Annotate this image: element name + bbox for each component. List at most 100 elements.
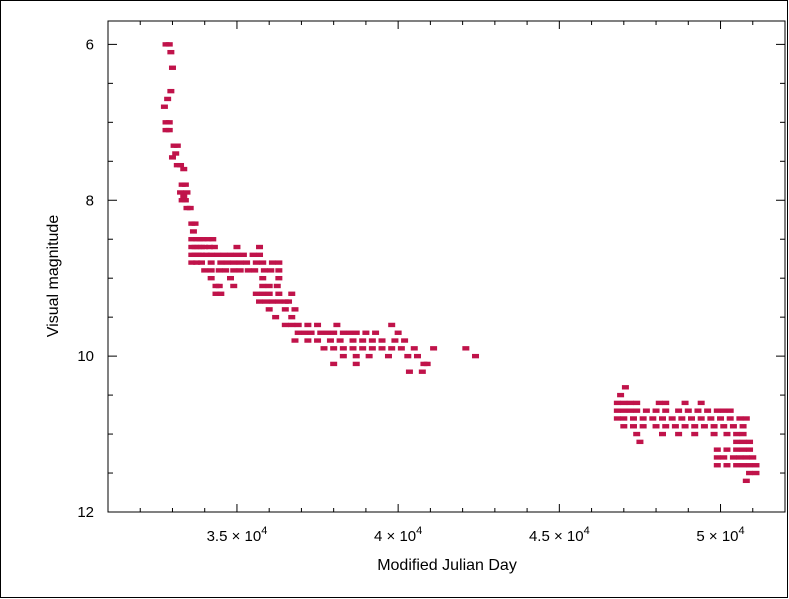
data-point xyxy=(301,330,309,335)
data-point xyxy=(620,400,628,406)
x-tick-label: 5 × 104 xyxy=(696,525,744,545)
data-point xyxy=(215,283,223,289)
data-point xyxy=(742,455,750,460)
data-point xyxy=(362,330,370,335)
data-point xyxy=(222,268,230,273)
data-point xyxy=(613,416,621,421)
data-point xyxy=(259,275,267,281)
data-point xyxy=(352,361,360,367)
data-point xyxy=(397,346,405,351)
data-point xyxy=(652,408,660,413)
data-point xyxy=(642,408,650,413)
data-point xyxy=(710,431,718,437)
data-point xyxy=(388,322,396,328)
data-point xyxy=(733,463,741,468)
data-point xyxy=(633,431,641,437)
y-tick-label: 12 xyxy=(77,504,94,521)
data-point xyxy=(273,283,281,289)
data-point xyxy=(649,416,657,421)
data-point xyxy=(168,65,176,70)
data-point xyxy=(291,338,299,343)
data-point xyxy=(199,237,207,242)
data-point xyxy=(694,408,702,413)
data-point xyxy=(391,338,399,343)
data-point xyxy=(629,416,637,421)
data-point xyxy=(423,361,431,367)
data-point xyxy=(167,88,175,94)
data-point xyxy=(180,166,188,172)
data-point xyxy=(191,221,199,226)
data-point xyxy=(165,127,173,133)
data-point xyxy=(252,291,260,296)
data-point xyxy=(181,182,189,187)
data-point xyxy=(285,299,293,304)
data-point xyxy=(339,353,347,359)
data-point xyxy=(173,143,181,148)
data-point xyxy=(613,400,621,406)
data-point xyxy=(691,431,699,437)
data-point xyxy=(352,353,360,359)
data-point xyxy=(320,346,328,351)
data-point xyxy=(193,260,201,265)
data-point xyxy=(636,439,644,445)
data-point xyxy=(659,431,666,437)
data-point xyxy=(671,424,679,429)
data-point xyxy=(291,307,299,312)
y-axis-label: Visual magnitude xyxy=(45,215,62,338)
data-point xyxy=(197,252,205,258)
data-point xyxy=(265,283,273,289)
data-point xyxy=(233,252,241,258)
data-point xyxy=(723,431,731,437)
data-point xyxy=(401,338,409,343)
data-point xyxy=(720,408,728,413)
data-point xyxy=(697,400,705,406)
data-point xyxy=(207,260,215,265)
data-point xyxy=(268,260,276,265)
data-point xyxy=(288,322,296,328)
data-point xyxy=(256,244,264,250)
data-point xyxy=(707,416,715,421)
data-point xyxy=(168,155,176,160)
data-point xyxy=(265,291,273,296)
data-point xyxy=(275,260,283,265)
data-point xyxy=(746,447,754,452)
data-point xyxy=(256,299,264,304)
plot-area-frame xyxy=(107,20,786,513)
data-point xyxy=(259,283,267,289)
data-point xyxy=(233,244,241,250)
data-point xyxy=(368,346,376,351)
data-point xyxy=(230,260,238,265)
data-point xyxy=(710,424,718,429)
data-point xyxy=(294,330,302,335)
data-point xyxy=(207,252,215,258)
data-point xyxy=(239,252,247,258)
data-point xyxy=(713,455,721,460)
data-point xyxy=(314,322,322,328)
data-point xyxy=(189,229,197,234)
data-point xyxy=(662,424,670,429)
data-point xyxy=(207,268,215,273)
data-point xyxy=(739,424,747,429)
data-point xyxy=(662,400,670,406)
data-point xyxy=(349,338,357,343)
data-point xyxy=(304,322,312,328)
data-point xyxy=(314,338,322,343)
data-point xyxy=(227,275,234,281)
data-point xyxy=(202,252,210,258)
x-tick-label: 4 × 104 xyxy=(374,525,422,545)
data-point xyxy=(713,463,721,468)
data-point xyxy=(352,330,360,335)
data-point xyxy=(177,190,185,195)
data-point xyxy=(621,385,629,390)
data-point xyxy=(668,416,676,421)
data-point xyxy=(418,369,426,374)
data-point xyxy=(281,307,289,312)
data-point xyxy=(186,205,194,211)
data-point xyxy=(626,400,634,406)
data-point xyxy=(749,455,757,460)
data-point xyxy=(330,330,338,335)
data-point xyxy=(697,416,705,421)
data-point xyxy=(227,252,234,258)
data-point xyxy=(742,478,750,484)
